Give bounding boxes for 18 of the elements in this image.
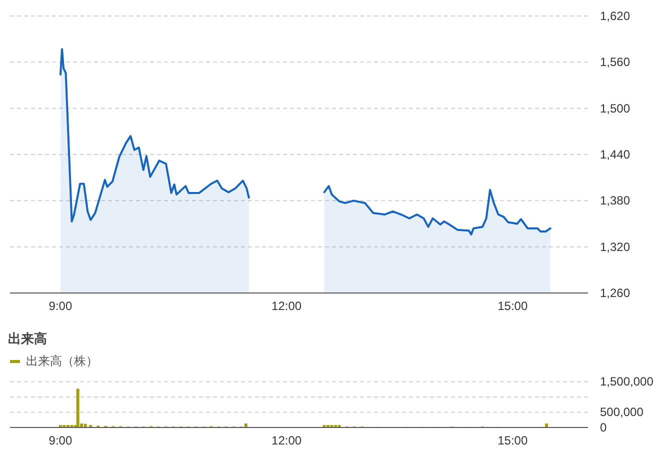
y-tick-label: 1,440 xyxy=(600,148,630,162)
x-tick-label: 15:00 xyxy=(498,434,528,448)
x-tick-label: 12:00 xyxy=(272,299,302,313)
y-tick-label: 1,560 xyxy=(600,55,630,70)
x-tick-label: 12:00 xyxy=(272,434,302,448)
y-tick-label: 0 xyxy=(600,420,607,434)
x-tick-label: 15:00 xyxy=(498,299,528,313)
y-tick-label: 1,500,000 xyxy=(600,374,654,389)
chart-title: 出来高 xyxy=(8,331,47,346)
y-tick-label: 500,000 xyxy=(600,405,644,420)
y-tick-label: 1,500 xyxy=(600,101,630,116)
x-tick-label: 9:00 xyxy=(48,434,72,448)
legend-label: 出来高（株） xyxy=(26,354,98,368)
x-tick-label: 9:00 xyxy=(48,299,72,313)
y-tick-label: 1,620 xyxy=(600,9,630,23)
y-tick-label: 1,260 xyxy=(600,286,630,300)
y-tick-label: 1,380 xyxy=(600,194,630,208)
y-tick-label: 1,320 xyxy=(600,240,630,254)
